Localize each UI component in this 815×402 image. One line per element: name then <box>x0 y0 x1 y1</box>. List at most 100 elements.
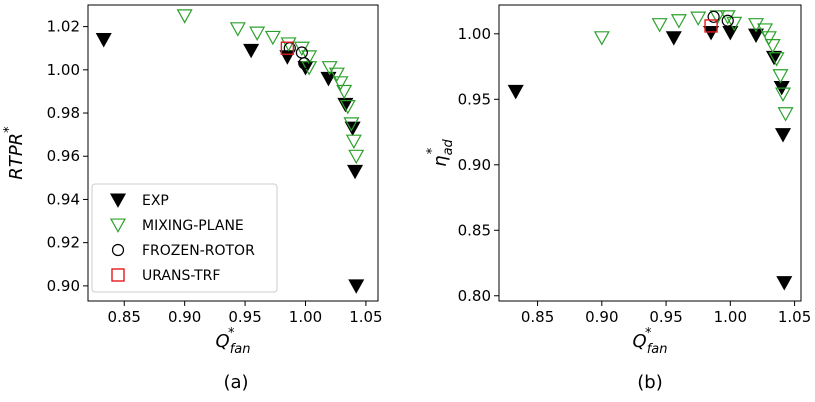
series-mixing-plane <box>593 10 794 122</box>
y-tick-label: 0.95 <box>458 90 491 108</box>
x-tick-label: 0.85 <box>521 308 554 326</box>
data-point <box>336 84 353 100</box>
data-point <box>703 25 720 41</box>
panel-b: 0.85 0.90 0.95 1.00 1.05 0.80 0.85 0.90 0.95 1.00… <box>425 4 811 393</box>
y-tick-label: 0.90 <box>458 156 491 174</box>
data-point <box>772 69 789 84</box>
data-point <box>328 67 345 83</box>
x-tick-label: 0.90 <box>585 308 618 326</box>
legend-marker <box>111 243 125 257</box>
y-tick-label: 0.92 <box>47 234 80 252</box>
x-axis-label-base: Q <box>216 331 230 352</box>
data-point <box>507 84 524 100</box>
y-tick-label: 0.94 <box>47 190 80 208</box>
y-axis-label: ηad* <box>425 138 456 166</box>
series-urans-trf <box>280 41 295 55</box>
x-tick-label: 0.90 <box>168 308 201 326</box>
y-tick-label: 0.90 <box>47 277 80 295</box>
data-point <box>347 164 364 180</box>
data-point <box>774 128 792 143</box>
y-tick-label: 0.96 <box>47 147 80 165</box>
data-point <box>760 31 777 46</box>
data-point <box>690 11 707 26</box>
y-axis-label-base: η <box>430 155 451 166</box>
data-point <box>339 99 356 115</box>
x-axis-label: Qfan* <box>633 326 668 357</box>
panel-a: 0.85 0.90 0.95 1.00 1.05 0.90 0.92 0.94 0.96 0.98… <box>2 4 383 393</box>
data-point <box>651 18 668 33</box>
legend-label: MIXING-PLANE <box>142 218 244 234</box>
data-point <box>704 19 718 33</box>
y-tick-label: 0.80 <box>458 287 491 305</box>
legend-marker <box>109 218 127 233</box>
data-point <box>343 117 360 132</box>
data-point <box>726 16 743 32</box>
data-point <box>768 52 785 67</box>
data-point <box>709 10 726 25</box>
data-point <box>243 43 260 59</box>
y-tick-label: 0.98 <box>47 104 80 122</box>
x-axis-label: Qfan* <box>216 326 251 357</box>
data-point <box>776 276 793 291</box>
x-axis-label-base: Q <box>633 331 647 352</box>
series-exp <box>507 25 793 291</box>
x-tick-label: 1.05 <box>778 308 811 326</box>
data-point <box>593 31 610 46</box>
x-tick-label: 1.00 <box>714 308 747 326</box>
data-point <box>249 26 266 41</box>
data-point <box>348 279 365 294</box>
legend-label: EXP <box>142 193 169 209</box>
y-axis-label: RTPR* <box>2 126 27 180</box>
data-point <box>264 30 281 46</box>
y-axis-label-sup: * <box>425 147 440 154</box>
series-mixing-plane <box>176 9 365 165</box>
data-point <box>774 87 792 102</box>
data-point <box>670 14 687 29</box>
axes-frame <box>498 4 802 302</box>
legend-box <box>91 183 278 293</box>
data-point <box>298 57 311 70</box>
data-point <box>332 76 349 91</box>
data-point <box>777 107 794 122</box>
data-point <box>280 41 295 55</box>
legend-label: URANS-TRF <box>142 268 220 284</box>
x-tick-label: 0.95 <box>649 308 682 326</box>
data-point <box>748 18 765 33</box>
x-tick-label: 1.00 <box>289 308 322 326</box>
x-tick-label: 0.95 <box>228 308 261 326</box>
data-point <box>721 14 734 27</box>
y-axis-label-sup: * <box>2 126 17 133</box>
axes-frame <box>87 4 379 302</box>
data-point <box>756 23 774 38</box>
data-point <box>295 46 308 59</box>
series-urans-trf <box>704 19 718 33</box>
data-point <box>280 37 297 52</box>
data-point <box>764 39 781 54</box>
y-axis-label-sub: ad <box>441 138 456 155</box>
x-axis-label-sup: * <box>228 326 235 341</box>
series-frozen-rotor <box>707 10 734 27</box>
y-tick-label: 1.02 <box>47 18 80 36</box>
data-point <box>95 33 112 48</box>
x-tick-label: 0.85 <box>108 308 141 326</box>
panel-label: (a) <box>223 372 248 393</box>
y-axis-label-base: RTPR <box>6 133 27 180</box>
legend-marker <box>111 268 125 282</box>
y-tick-label: 1.00 <box>47 61 80 79</box>
x-axis-label-sub: fan <box>230 342 251 357</box>
data-point <box>707 10 720 23</box>
legend-marker <box>109 193 127 208</box>
data-point <box>665 31 682 46</box>
x-tick-label: 1.05 <box>349 308 382 326</box>
y-tick-label: 1.00 <box>458 25 491 43</box>
data-point <box>348 149 365 165</box>
x-axis-label-sub: fan <box>647 342 668 357</box>
x-axis-label-sup: * <box>645 326 652 341</box>
legend-label: FROZEN-ROTOR <box>142 243 255 259</box>
legend: EXP MIXING-PLANE FROZEN-ROTOR URANS-TRF <box>91 183 278 293</box>
data-point <box>345 134 362 150</box>
data-point <box>748 28 765 44</box>
data-point <box>176 9 193 24</box>
y-tick-label: 0.85 <box>458 221 491 239</box>
